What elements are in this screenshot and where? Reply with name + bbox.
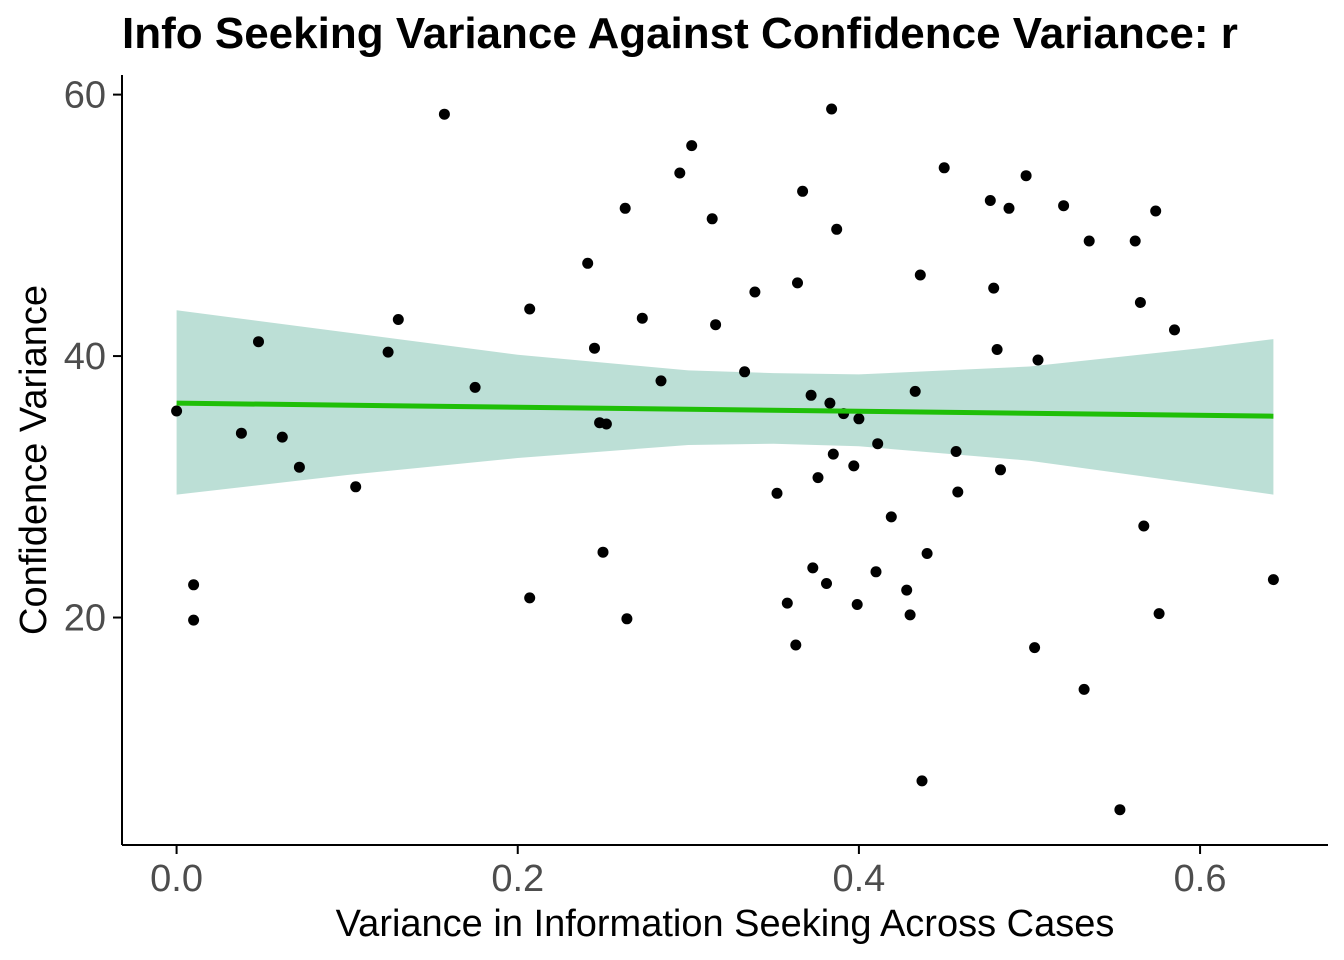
data-point <box>621 613 633 625</box>
data-point <box>870 566 882 578</box>
x-tick-label: 0.2 <box>491 858 544 900</box>
x-axis-ticks: 0.0 0.2 0.4 0.6 <box>150 845 1226 900</box>
confidence-band <box>176 310 1274 495</box>
data-point <box>904 609 916 621</box>
data-point <box>1032 354 1044 366</box>
data-point <box>171 405 183 417</box>
data-point <box>1058 200 1070 212</box>
data-point <box>1083 235 1095 247</box>
data-point <box>950 446 962 457</box>
data-point <box>921 548 933 559</box>
data-points <box>171 103 1279 816</box>
data-point <box>1003 202 1015 214</box>
data-point <box>781 597 793 609</box>
data-point <box>438 108 450 120</box>
trend-line <box>176 400 1274 419</box>
data-point <box>524 303 536 315</box>
data-point <box>382 346 394 358</box>
data-point <box>1267 574 1279 586</box>
data-point <box>276 431 288 443</box>
data-point <box>824 397 836 409</box>
data-point <box>188 614 200 626</box>
data-point <box>1169 324 1180 336</box>
chart-title: Info Seeking Variance Against Confidence… <box>122 9 1238 58</box>
data-point <box>739 366 751 378</box>
data-point <box>1138 520 1150 532</box>
data-point <box>293 461 305 473</box>
data-point <box>1029 642 1041 654</box>
data-point <box>885 511 897 523</box>
data-point <box>952 486 964 498</box>
data-point <box>812 472 824 484</box>
x-tick-label: 0.0 <box>150 858 203 900</box>
data-point <box>749 286 761 298</box>
data-point <box>469 381 481 393</box>
data-point <box>253 336 264 348</box>
data-point <box>619 202 631 214</box>
data-point <box>597 546 609 558</box>
data-point <box>991 344 1003 355</box>
plot-area <box>171 103 1279 816</box>
data-point <box>636 312 648 324</box>
data-point <box>1078 683 1090 695</box>
data-point <box>188 579 200 591</box>
y-axis-label: Confidence Variance <box>13 285 55 635</box>
data-point <box>706 213 718 225</box>
x-axis-label: Variance in Information Seeking Across C… <box>336 903 1115 945</box>
data-point <box>853 413 865 425</box>
data-point <box>524 592 536 604</box>
data-point <box>589 342 600 354</box>
data-point <box>1150 205 1162 217</box>
data-point <box>851 599 863 610</box>
data-point <box>235 427 247 439</box>
data-point <box>831 223 843 235</box>
data-point <box>710 319 722 331</box>
data-point <box>821 578 832 589</box>
data-point <box>914 269 926 281</box>
data-point <box>805 389 817 401</box>
data-point <box>1129 235 1141 247</box>
data-point <box>771 487 783 499</box>
data-point <box>1134 297 1146 308</box>
y-tick-label: 40 <box>64 336 106 378</box>
data-point <box>797 185 809 197</box>
x-tick-label: 0.4 <box>832 858 885 900</box>
y-tick-label: 20 <box>64 598 106 640</box>
data-point <box>848 460 860 472</box>
data-point <box>827 448 839 460</box>
data-point <box>984 195 996 206</box>
data-point <box>1153 608 1165 620</box>
data-point <box>938 162 950 174</box>
data-point <box>995 464 1006 476</box>
data-point <box>582 257 594 269</box>
data-point <box>350 481 362 493</box>
data-point <box>392 314 404 325</box>
data-point <box>1114 804 1126 816</box>
data-point <box>872 438 884 450</box>
data-point <box>600 418 612 430</box>
x-tick-label: 0.6 <box>1174 858 1227 900</box>
data-point <box>686 140 698 152</box>
data-point <box>901 584 913 596</box>
data-point <box>792 277 803 289</box>
data-point <box>674 167 686 179</box>
data-point <box>1020 170 1032 182</box>
y-axis-ticks: 20 40 60 <box>64 75 122 640</box>
axes: 0.0 0.2 0.4 0.6 20 40 60 <box>64 75 1328 900</box>
data-point <box>826 103 838 115</box>
data-point <box>790 639 802 651</box>
data-point <box>988 282 1000 294</box>
data-point <box>655 375 667 387</box>
data-point <box>807 562 819 574</box>
data-point <box>909 385 921 397</box>
y-tick-label: 60 <box>64 75 106 117</box>
data-point <box>916 775 928 787</box>
